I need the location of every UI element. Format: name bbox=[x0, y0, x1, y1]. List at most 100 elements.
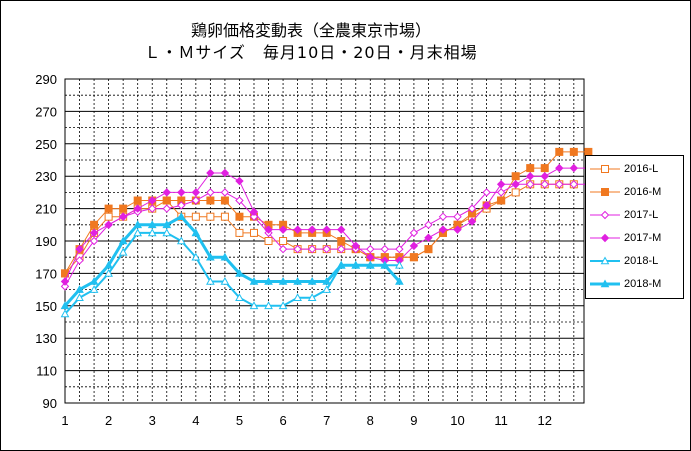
data-point bbox=[293, 276, 302, 285]
x-tick-label: 9 bbox=[410, 413, 417, 428]
data-point bbox=[293, 225, 302, 234]
data-point bbox=[133, 220, 143, 229]
data-point bbox=[191, 196, 201, 205]
data-point bbox=[133, 228, 143, 237]
data-point bbox=[104, 220, 113, 230]
data-point bbox=[322, 285, 332, 293]
data-point bbox=[351, 241, 360, 251]
data-point bbox=[249, 212, 259, 221]
data-point bbox=[162, 228, 172, 237]
data-point bbox=[220, 276, 230, 285]
data-point bbox=[496, 180, 506, 189]
series-2018-M bbox=[60, 212, 404, 310]
y-tick-label: 250 bbox=[35, 137, 57, 152]
data-point bbox=[337, 237, 346, 245]
data-point bbox=[60, 309, 70, 318]
y-tick-label: 190 bbox=[35, 234, 57, 249]
x-tick-label: 3 bbox=[149, 413, 156, 428]
x-tick-label: 5 bbox=[236, 413, 243, 428]
data-point bbox=[424, 245, 433, 254]
data-point bbox=[119, 204, 128, 213]
data-point bbox=[162, 188, 171, 197]
data-point bbox=[206, 212, 215, 221]
data-point bbox=[235, 196, 244, 205]
data-point bbox=[206, 168, 215, 178]
legend-item: 2017-M bbox=[586, 228, 683, 248]
data-point bbox=[600, 233, 610, 243]
data-point bbox=[235, 293, 244, 301]
data-point bbox=[511, 188, 520, 197]
data-point bbox=[249, 276, 259, 285]
data-point bbox=[60, 282, 70, 291]
data-point bbox=[307, 225, 317, 234]
data-point bbox=[75, 256, 84, 265]
data-point bbox=[75, 244, 84, 254]
data-point bbox=[278, 276, 288, 285]
data-point bbox=[351, 260, 361, 269]
data-point bbox=[409, 241, 419, 251]
data-point bbox=[118, 212, 128, 221]
data-point bbox=[176, 212, 186, 220]
data-point bbox=[206, 188, 215, 197]
x-tick-label: 10 bbox=[450, 413, 464, 428]
data-point bbox=[555, 147, 564, 156]
data-point bbox=[278, 301, 288, 310]
data-point bbox=[147, 228, 157, 237]
data-point bbox=[601, 165, 609, 173]
data-point bbox=[409, 228, 419, 238]
chart-subtitle: Ｌ・Ｍサイズ 毎月10日・20日・月末相場 bbox=[144, 43, 478, 62]
data-point bbox=[206, 276, 215, 285]
data-point bbox=[206, 196, 215, 205]
data-point bbox=[467, 204, 477, 213]
data-point bbox=[395, 260, 404, 269]
x-tick-label: 6 bbox=[279, 413, 286, 428]
x-tick-label: 12 bbox=[538, 413, 552, 428]
legend-swatch bbox=[590, 165, 620, 173]
data-point bbox=[118, 247, 128, 256]
data-point bbox=[60, 277, 70, 286]
data-point bbox=[511, 180, 520, 189]
data-point bbox=[148, 196, 157, 205]
data-point bbox=[278, 225, 288, 234]
data-point bbox=[235, 212, 244, 221]
data-point bbox=[220, 188, 230, 197]
data-point bbox=[162, 204, 171, 213]
data-point bbox=[482, 188, 491, 197]
data-point bbox=[366, 244, 375, 254]
chart-title: 鶏卵価格変動表（全農東京市場） bbox=[190, 21, 431, 40]
data-point bbox=[235, 176, 244, 186]
data-point bbox=[307, 244, 317, 254]
legend-swatch bbox=[590, 256, 620, 265]
data-point bbox=[409, 253, 418, 262]
legend-label: 2018-M bbox=[624, 278, 662, 290]
data-point bbox=[176, 236, 186, 245]
legend-item: 2018-L bbox=[586, 251, 683, 271]
data-point bbox=[220, 168, 230, 178]
y-tick-label: 90 bbox=[43, 396, 57, 411]
data-point bbox=[526, 171, 535, 181]
y-tick-label: 150 bbox=[35, 299, 57, 314]
data-point bbox=[133, 196, 142, 205]
data-point bbox=[395, 276, 404, 285]
x-tick-label: 11 bbox=[494, 413, 508, 428]
data-point bbox=[526, 180, 535, 189]
data-point bbox=[235, 268, 244, 277]
data-point bbox=[75, 285, 84, 293]
data-point bbox=[600, 279, 610, 288]
data-point bbox=[148, 204, 157, 213]
data-point bbox=[191, 212, 200, 221]
y-tick-label: 130 bbox=[35, 331, 57, 346]
data-point bbox=[278, 244, 288, 254]
data-point bbox=[453, 212, 462, 221]
data-point bbox=[600, 210, 610, 220]
legend-label: 2016-L bbox=[624, 163, 659, 175]
legend-label: 2016-M bbox=[624, 186, 662, 198]
legend: 2016-L 2016-M 2017-L 2017-M 2018-L 2018-M bbox=[585, 155, 684, 299]
data-point bbox=[322, 225, 331, 234]
data-point bbox=[249, 207, 259, 217]
data-point bbox=[220, 212, 229, 221]
data-point bbox=[497, 196, 506, 205]
data-point bbox=[89, 276, 99, 285]
legend-item: 2017-L bbox=[586, 205, 683, 225]
